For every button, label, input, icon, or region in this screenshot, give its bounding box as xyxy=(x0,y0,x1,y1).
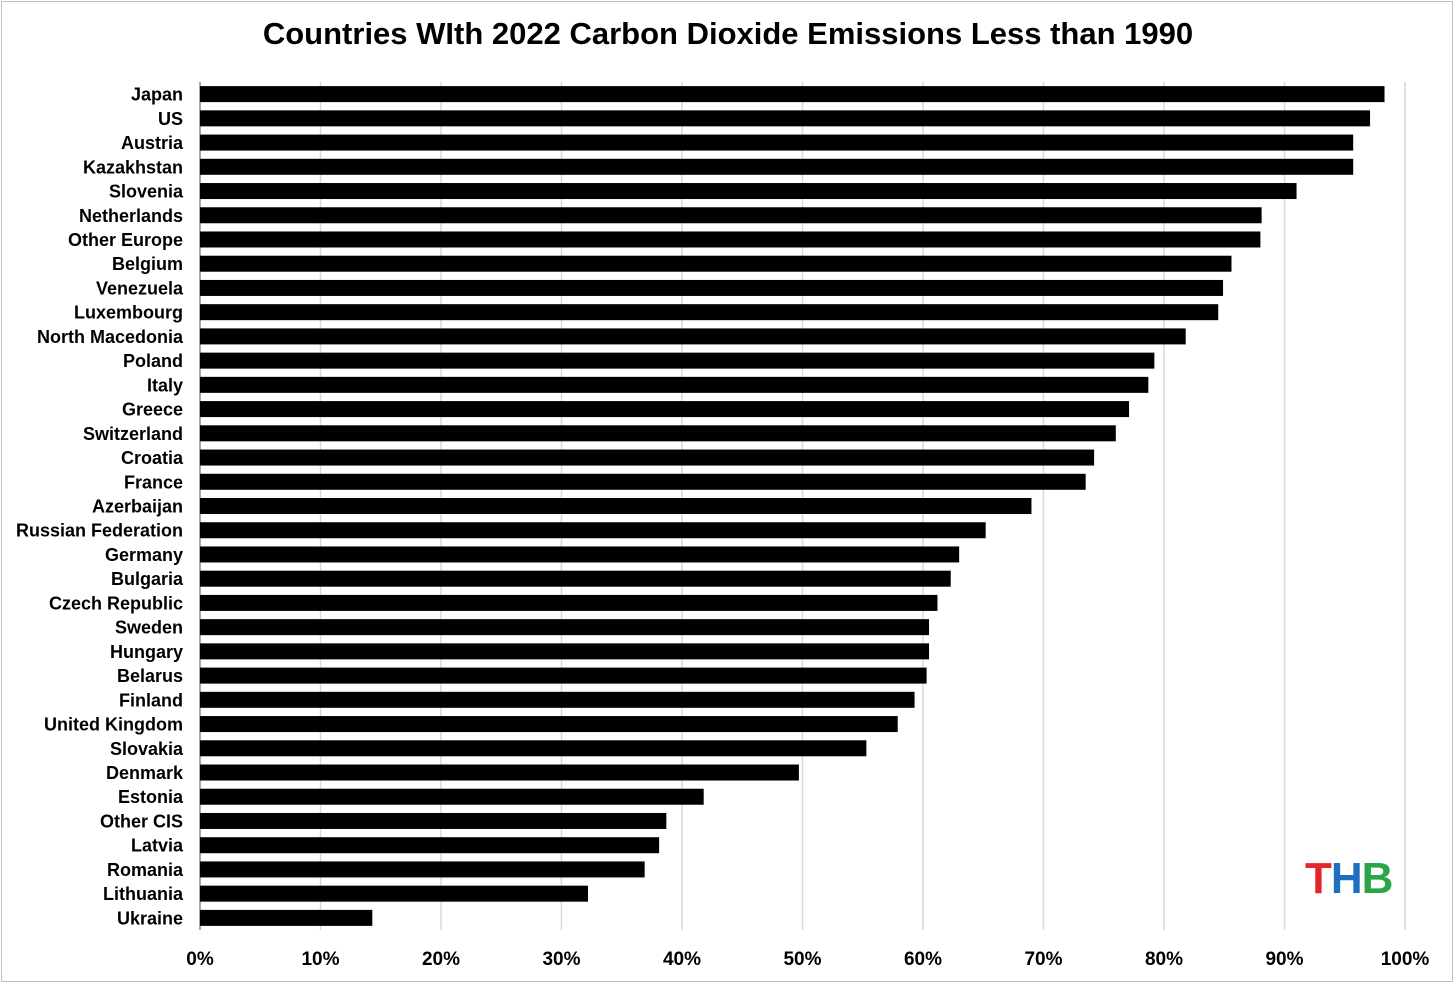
chart-title: Countries WIth 2022 Carbon Dioxide Emiss… xyxy=(262,16,1194,51)
bar xyxy=(200,473,1086,490)
category-label: US xyxy=(158,109,183,129)
bar xyxy=(200,716,898,733)
bar xyxy=(200,522,986,539)
category-label: Switzerland xyxy=(83,424,183,444)
bar xyxy=(200,86,1385,103)
bar xyxy=(200,691,915,708)
bar xyxy=(200,304,1219,321)
bar xyxy=(200,909,373,926)
bar xyxy=(200,425,1116,442)
category-label: France xyxy=(124,472,183,492)
category-label: Belgium xyxy=(112,254,183,274)
category-label: Poland xyxy=(123,351,183,371)
category-label: United Kingdom xyxy=(44,715,183,735)
category-label: Luxembourg xyxy=(74,303,183,323)
bar xyxy=(200,255,1232,272)
category-label: Slovenia xyxy=(109,182,184,202)
bar-layer xyxy=(200,86,1385,926)
grid-layer xyxy=(199,82,1406,930)
bar xyxy=(200,594,938,611)
x-tick-label: 100% xyxy=(1381,949,1430,970)
bar xyxy=(200,837,660,854)
bar xyxy=(200,667,927,684)
category-label: Other Europe xyxy=(68,230,183,250)
bar xyxy=(200,546,960,563)
logo-letter-b: B xyxy=(1361,854,1394,903)
category-label: Bulgaria xyxy=(111,569,184,589)
bar xyxy=(200,158,1354,175)
bar xyxy=(200,570,951,587)
x-tick-labels: 0% 10% 20% 30% 40% 50% 60% 70% 80% 90% 100% xyxy=(186,949,1429,970)
category-label: Austria xyxy=(121,133,184,153)
category-label: Estonia xyxy=(118,787,184,807)
category-label: Sweden xyxy=(115,618,183,638)
category-label: Other CIS xyxy=(100,811,183,831)
bar xyxy=(200,231,1261,248)
bar xyxy=(200,279,1224,296)
bar xyxy=(200,498,1032,514)
bar xyxy=(200,134,1354,151)
bar xyxy=(200,449,1095,466)
category-label: Belarus xyxy=(117,666,183,686)
category-label: Greece xyxy=(122,400,183,420)
category-label: Lithuania xyxy=(103,884,184,904)
bar xyxy=(200,207,1262,224)
category-label: Ukraine xyxy=(117,908,183,928)
bar xyxy=(200,740,867,757)
bar xyxy=(200,885,589,902)
category-label: Latvia xyxy=(131,836,184,856)
category-label: Russian Federation xyxy=(16,521,183,541)
bar xyxy=(200,110,1371,127)
x-tick-label: 90% xyxy=(1265,949,1303,970)
bar xyxy=(200,812,667,829)
category-label: Japan xyxy=(131,85,183,105)
x-tick-label: 10% xyxy=(301,949,339,970)
category-label: Slovakia xyxy=(110,739,184,759)
x-tick-label: 60% xyxy=(904,949,942,970)
category-label: Italy xyxy=(147,375,183,395)
category-label: Croatia xyxy=(121,448,184,468)
bar xyxy=(200,376,1149,393)
category-label: Kazakhstan xyxy=(83,157,183,177)
category-label: Denmark xyxy=(106,763,184,783)
x-tick-label: 30% xyxy=(542,949,580,970)
logo-letter-t: T xyxy=(1305,854,1332,903)
bar xyxy=(200,183,1297,200)
category-label: Netherlands xyxy=(79,206,183,226)
category-label: Finland xyxy=(119,690,183,710)
category-label: Azerbaijan xyxy=(92,497,183,517)
thb-logo: THB xyxy=(1305,854,1394,903)
bar xyxy=(200,861,645,878)
bar xyxy=(200,619,930,636)
category-label: Venezuela xyxy=(96,278,184,298)
category-label: Germany xyxy=(105,545,183,565)
category-labels: Japan US Austria Kazakhstan Slovenia Netherla… xyxy=(16,85,184,929)
bar xyxy=(200,352,1155,369)
x-tick-label: 40% xyxy=(663,949,701,970)
x-tick-label: 70% xyxy=(1024,949,1062,970)
x-tick-label: 50% xyxy=(783,949,821,970)
bar xyxy=(200,401,1130,418)
x-tick-label: 0% xyxy=(186,949,214,970)
bar xyxy=(200,764,799,781)
bar xyxy=(200,788,704,805)
logo-letter-h: H xyxy=(1330,854,1363,903)
x-tick-label: 20% xyxy=(422,949,460,970)
category-label: Hungary xyxy=(110,642,183,662)
bar xyxy=(200,643,930,660)
category-label: Czech Republic xyxy=(49,593,183,613)
category-label: North Macedonia xyxy=(37,327,184,347)
category-label: Romania xyxy=(107,860,184,880)
bar xyxy=(200,328,1186,345)
x-tick-label: 80% xyxy=(1145,949,1183,970)
